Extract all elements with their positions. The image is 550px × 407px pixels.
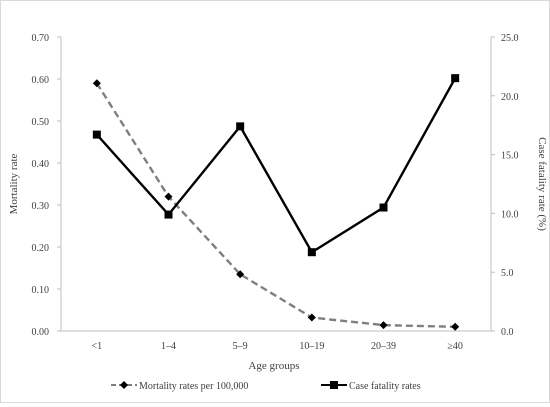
y-right-tick-label: 10.0 — [501, 209, 519, 220]
data-point-diamond — [236, 270, 245, 279]
data-point-diamond — [307, 313, 316, 322]
y-right-tick-label: 0.0 — [501, 327, 514, 338]
x-tick-label: 1–4 — [161, 341, 176, 352]
data-point-square — [236, 122, 245, 131]
data-point-diamond — [451, 322, 460, 331]
y-right-tick-label: 5.0 — [501, 268, 514, 279]
series-line-mortality — [95, 82, 456, 328]
y-right-tick-label: 20.0 — [501, 92, 519, 103]
x-tick-label: 20–39 — [371, 341, 396, 352]
y-left-tick-label: 0.70 — [32, 33, 50, 44]
y-left-tick-label: 0.10 — [32, 285, 50, 296]
series-line-case-fatality — [95, 77, 457, 254]
data-point-square — [164, 210, 173, 219]
legend-label: Case fatality rates — [349, 381, 421, 392]
x-tick-label: 5–9 — [233, 341, 248, 352]
y-left-tick-label: 0.20 — [32, 243, 50, 254]
y-right-tick-label: 15.0 — [501, 151, 519, 162]
y-right-tick-label: 25.0 — [501, 33, 519, 44]
legend-marker-diamond — [120, 381, 128, 389]
data-point-diamond — [92, 79, 101, 88]
data-point-square — [92, 130, 101, 139]
y-left-tick-label: 0.00 — [32, 327, 50, 338]
y-axis-right-title: Case fatality rate (%) — [536, 137, 548, 231]
y-left-tick-label: 0.40 — [32, 159, 50, 170]
y-left-tick-label: 0.60 — [32, 75, 50, 86]
data-point-square — [451, 74, 460, 83]
data-point-diamond — [164, 192, 173, 201]
data-point-square — [307, 248, 316, 257]
data-point-square — [379, 203, 388, 212]
plot-area: 0.00 0.10 0.20 0.30 0.40 0.50 0.60 0.70 0.0 5.0 10… — [32, 33, 519, 352]
legend: Mortality rates per 100,000 Case fatality… — [111, 381, 421, 392]
legend-marker-square — [330, 381, 338, 389]
x-axis-title: Age groups — [248, 360, 299, 372]
y-axis-left-title: Mortality rate — [8, 153, 20, 214]
legend-label: Mortality rates per 100,000 — [139, 381, 248, 392]
x-tick-label: ≥40 — [447, 341, 463, 352]
x-tick-label: <1 — [92, 341, 103, 352]
y-left-tick-label: 0.30 — [32, 201, 50, 212]
x-tick-label: 10–19 — [299, 341, 324, 352]
data-point-diamond — [379, 321, 388, 330]
y-left-tick-label: 0.50 — [32, 117, 50, 128]
